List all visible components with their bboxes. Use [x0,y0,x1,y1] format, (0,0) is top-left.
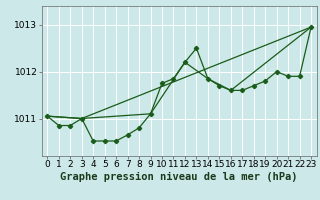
X-axis label: Graphe pression niveau de la mer (hPa): Graphe pression niveau de la mer (hPa) [60,172,298,182]
